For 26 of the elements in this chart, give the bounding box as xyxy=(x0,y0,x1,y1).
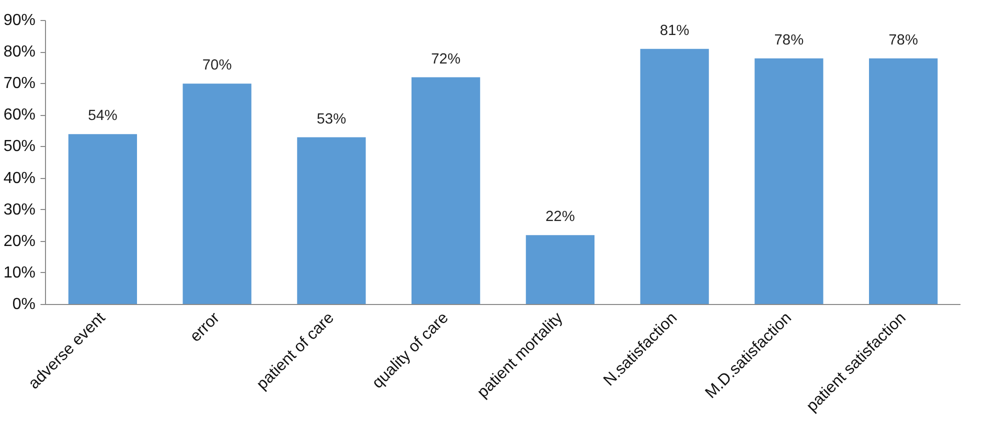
bar xyxy=(68,134,137,304)
y-tick-label: 40% xyxy=(3,170,36,187)
bar xyxy=(754,58,824,304)
y-tick-label: 20% xyxy=(3,232,36,250)
y-tick-label: 90% xyxy=(3,12,36,29)
bar xyxy=(526,235,594,304)
data-label: 54% xyxy=(88,108,118,124)
data-label: 78% xyxy=(888,32,918,48)
bar xyxy=(297,137,366,304)
y-tick-label: 30% xyxy=(3,201,36,218)
y-tick-label: 60% xyxy=(3,106,36,124)
data-label: 53% xyxy=(316,111,346,128)
y-tick-label: 0% xyxy=(12,296,36,313)
data-label: 70% xyxy=(202,58,232,74)
data-label: 22% xyxy=(546,209,575,226)
bar xyxy=(869,58,938,304)
y-tick-label: 70% xyxy=(3,75,36,92)
y-tick-label: 10% xyxy=(3,264,36,282)
bar xyxy=(412,77,480,304)
y-tick-label: 80% xyxy=(3,44,36,61)
data-label: 78% xyxy=(774,32,804,48)
data-label: 72% xyxy=(431,51,460,68)
y-tick-label: 50% xyxy=(3,138,36,156)
bar xyxy=(182,84,252,304)
data-label: 81% xyxy=(660,22,690,39)
bar xyxy=(640,48,709,304)
